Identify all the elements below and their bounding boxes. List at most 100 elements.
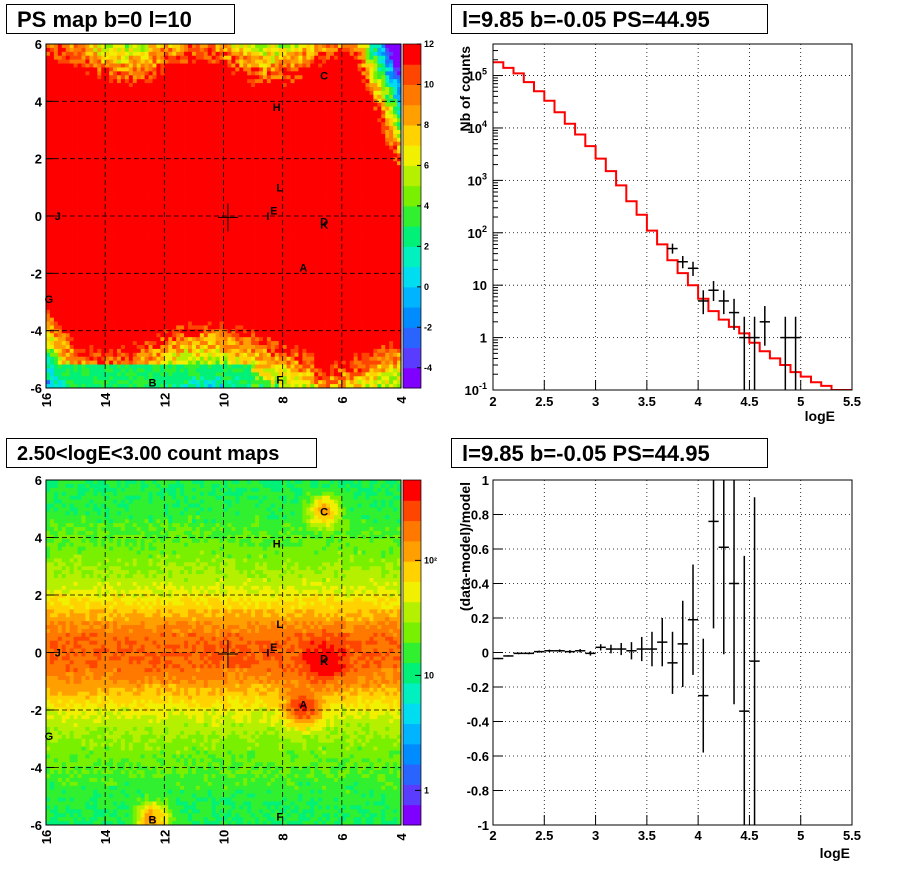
ps-map-cell [46,165,51,170]
ps-map-cell [389,51,394,57]
ps-map-cell [77,94,82,100]
ps-map-cell [168,59,173,64]
ps-map-cell [93,149,98,154]
ps-map-cell [215,145,220,150]
ps-map-cell [361,161,366,166]
ps-map-cell [262,110,268,115]
ps-map-cell [286,110,291,115]
ps-map-cell [282,161,288,166]
ps-map-cell [101,196,106,201]
ps-map-cell [314,44,319,49]
ps-map-cell [278,130,284,135]
ps-map-cell [85,44,90,49]
ps-map-cell [57,161,63,166]
ps-map-cell [97,219,102,225]
ps-map-cell [266,219,272,225]
ps-map-cell [219,231,224,236]
ps-map-cell [195,67,201,72]
ps-map-cell [259,59,264,64]
ps-map-cell [117,47,122,53]
ps-map-cell [140,200,146,205]
ps-map-cell [345,87,351,92]
ps-map-cell [113,110,118,115]
ps-map-cell [357,196,362,201]
ps-map-cell [393,59,398,64]
ps-map-cell [85,192,90,197]
ps-map-cell [120,122,126,127]
ps-map-cell [140,239,146,244]
ps-map-cell [270,114,276,119]
ps-map-cell [69,223,75,229]
ps-map-cell [215,55,220,61]
ps-map-cell [223,188,228,193]
ps-map-cell [286,51,291,57]
ps-map-cell [211,71,217,76]
ps-map-cell [333,47,339,53]
ps-map-cell [345,176,351,182]
ps-map-cell [211,200,217,205]
ps-map-cell [318,51,323,57]
ps-map-cell [393,216,398,221]
ps-map-cell [266,118,272,123]
ps-map-cell [195,149,201,154]
ps-map-cell [188,247,193,252]
ps-map-cell [365,90,370,96]
ps-map-cell [128,67,134,72]
ps-map-cell [286,251,291,256]
ps-map-cell [120,133,126,139]
ps-map-cell [330,79,335,84]
ps-map-cell [259,176,264,182]
ps-map-cell [65,114,71,119]
ps-map-cell [49,83,55,88]
ps-map-cell [89,153,94,158]
ps-map-cell [286,180,291,186]
ps-map-cell [266,67,272,72]
ps-map-cell [255,192,260,197]
ps-map-cell [81,212,86,217]
ps-map-cell [215,157,220,162]
ps-map-cell [294,51,299,57]
ps-map-cell [361,169,366,174]
ps-map-cell [219,63,224,68]
ps-map-cell [310,102,315,107]
ps-map-cell [101,239,106,244]
ps-map-cell [211,75,217,80]
ps-map-cell [168,176,173,182]
ps-map-cell [215,223,220,229]
ps-map-cell [156,208,161,213]
ps-map-cell [124,223,130,229]
ps-map-cell [381,176,386,182]
ps-map-cell [286,141,291,147]
ps-map-cell [389,114,394,119]
ps-map-cell [337,231,343,236]
ps-map-cell [373,75,378,80]
ps-map-cell [227,255,232,260]
ps-map-cell [188,75,193,80]
ps-map-cell [235,173,240,178]
ps-map-cell [381,126,386,131]
ps-map-cell [243,223,248,229]
ps-map-cell [266,235,272,240]
ps-map-cell [377,255,382,260]
ps-map-cell [203,212,209,217]
ps-map-cell [361,192,366,197]
ps-map-cell [377,133,382,139]
ps-map-cell [160,188,165,193]
ps-map-cell [46,212,51,217]
ps-map-cell [397,216,401,221]
ps-map-cell [128,98,134,104]
ps-map-cell [247,133,252,139]
ps-map-cell [381,87,386,92]
ps-map-cell [81,75,86,80]
ps-map-cell [333,208,339,213]
ps-map-cell [148,102,153,107]
ps-map-cell [144,188,149,193]
ps-map-cell [77,75,82,80]
ps-map-cell [46,227,51,233]
ps-map-cell [393,130,398,135]
ps-map-cell [89,106,94,111]
ps-map-cell [298,126,303,131]
ps-map-cell [136,169,142,174]
ps-map-cell [365,130,370,135]
ps-map-cell [117,200,122,205]
